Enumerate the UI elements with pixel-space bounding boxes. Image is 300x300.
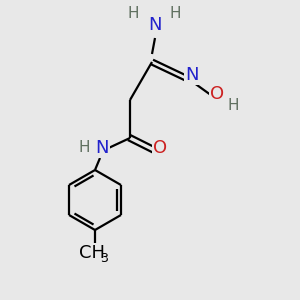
Text: N: N	[148, 16, 162, 34]
Text: N: N	[185, 66, 199, 84]
Text: H: H	[227, 98, 239, 112]
Text: H: H	[127, 5, 139, 20]
Text: 3: 3	[100, 251, 108, 265]
Text: H: H	[78, 140, 90, 155]
Text: O: O	[153, 139, 167, 157]
Text: H: H	[169, 5, 181, 20]
Text: N: N	[95, 139, 109, 157]
Text: O: O	[210, 85, 224, 103]
Text: CH: CH	[79, 244, 105, 262]
